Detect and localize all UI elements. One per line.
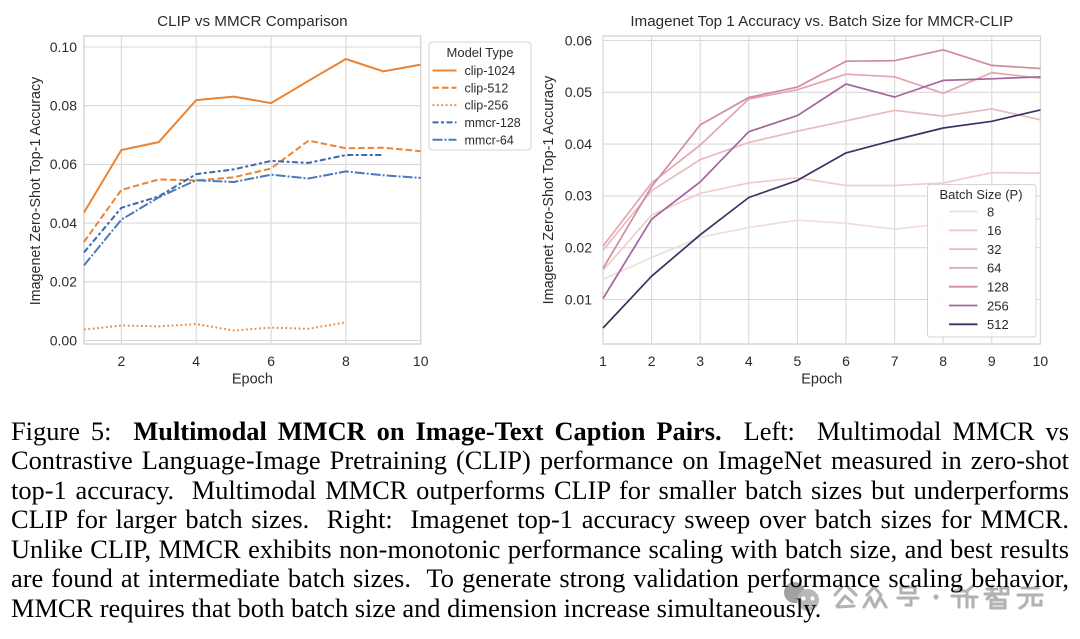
svg-text:0.00: 0.00 bbox=[50, 332, 77, 348]
svg-text:mmcr-128: mmcr-128 bbox=[465, 116, 521, 130]
svg-text:8: 8 bbox=[987, 204, 994, 219]
svg-text:clip-256: clip-256 bbox=[465, 99, 509, 113]
svg-text:Model Type: Model Type bbox=[447, 45, 514, 60]
svg-text:64: 64 bbox=[987, 261, 1001, 276]
svg-text:4: 4 bbox=[192, 353, 200, 369]
svg-text:8: 8 bbox=[342, 353, 350, 369]
svg-text:0.02: 0.02 bbox=[50, 274, 77, 290]
svg-text:Imagenet Zero-Shot Top-1 Accur: Imagenet Zero-Shot Top-1 Accuracy bbox=[541, 75, 557, 304]
svg-text:Batch Size (P): Batch Size (P) bbox=[939, 187, 1022, 202]
svg-text:2: 2 bbox=[118, 353, 126, 369]
svg-text:5: 5 bbox=[794, 353, 802, 369]
svg-text:32: 32 bbox=[987, 242, 1001, 257]
svg-text:10: 10 bbox=[1033, 353, 1049, 369]
svg-text:Imagenet Zero-Shot Top-1 Accur: Imagenet Zero-Shot Top-1 Accuracy bbox=[28, 76, 44, 305]
svg-text:4: 4 bbox=[745, 353, 753, 369]
svg-text:0.06: 0.06 bbox=[50, 156, 77, 172]
svg-text:0.02: 0.02 bbox=[565, 240, 592, 256]
svg-text:mmcr-64: mmcr-64 bbox=[465, 133, 514, 147]
svg-text:8: 8 bbox=[939, 353, 947, 369]
svg-text:0.04: 0.04 bbox=[565, 136, 592, 152]
svg-text:3: 3 bbox=[696, 353, 704, 369]
svg-text:0.05: 0.05 bbox=[565, 84, 592, 100]
svg-text:0.01: 0.01 bbox=[565, 291, 592, 307]
svg-text:0.04: 0.04 bbox=[50, 215, 77, 231]
svg-text:Epoch: Epoch bbox=[801, 372, 842, 388]
svg-text:0.08: 0.08 bbox=[50, 98, 77, 114]
svg-text:1: 1 bbox=[599, 353, 607, 369]
svg-text:10: 10 bbox=[413, 353, 429, 369]
svg-text:0.03: 0.03 bbox=[565, 188, 592, 204]
svg-text:512: 512 bbox=[987, 317, 1009, 332]
svg-text:6: 6 bbox=[842, 353, 850, 369]
svg-text:9: 9 bbox=[988, 353, 996, 369]
svg-text:256: 256 bbox=[987, 298, 1009, 313]
svg-text:Epoch: Epoch bbox=[232, 372, 273, 388]
svg-text:0.10: 0.10 bbox=[50, 39, 77, 55]
svg-text:2: 2 bbox=[648, 353, 656, 369]
svg-text:CLIP vs MMCR Comparison: CLIP vs MMCR Comparison bbox=[157, 13, 347, 30]
svg-text:7: 7 bbox=[891, 353, 899, 369]
svg-text:clip-512: clip-512 bbox=[465, 81, 509, 95]
svg-text:6: 6 bbox=[267, 353, 275, 369]
svg-text:Imagenet Top 1 Accuracy vs. Ba: Imagenet Top 1 Accuracy vs. Batch Size f… bbox=[630, 13, 1013, 30]
svg-text:16: 16 bbox=[987, 223, 1001, 238]
svg-text:128: 128 bbox=[987, 280, 1009, 295]
svg-text:clip-1024: clip-1024 bbox=[465, 64, 516, 78]
svg-text:0.06: 0.06 bbox=[565, 32, 592, 48]
